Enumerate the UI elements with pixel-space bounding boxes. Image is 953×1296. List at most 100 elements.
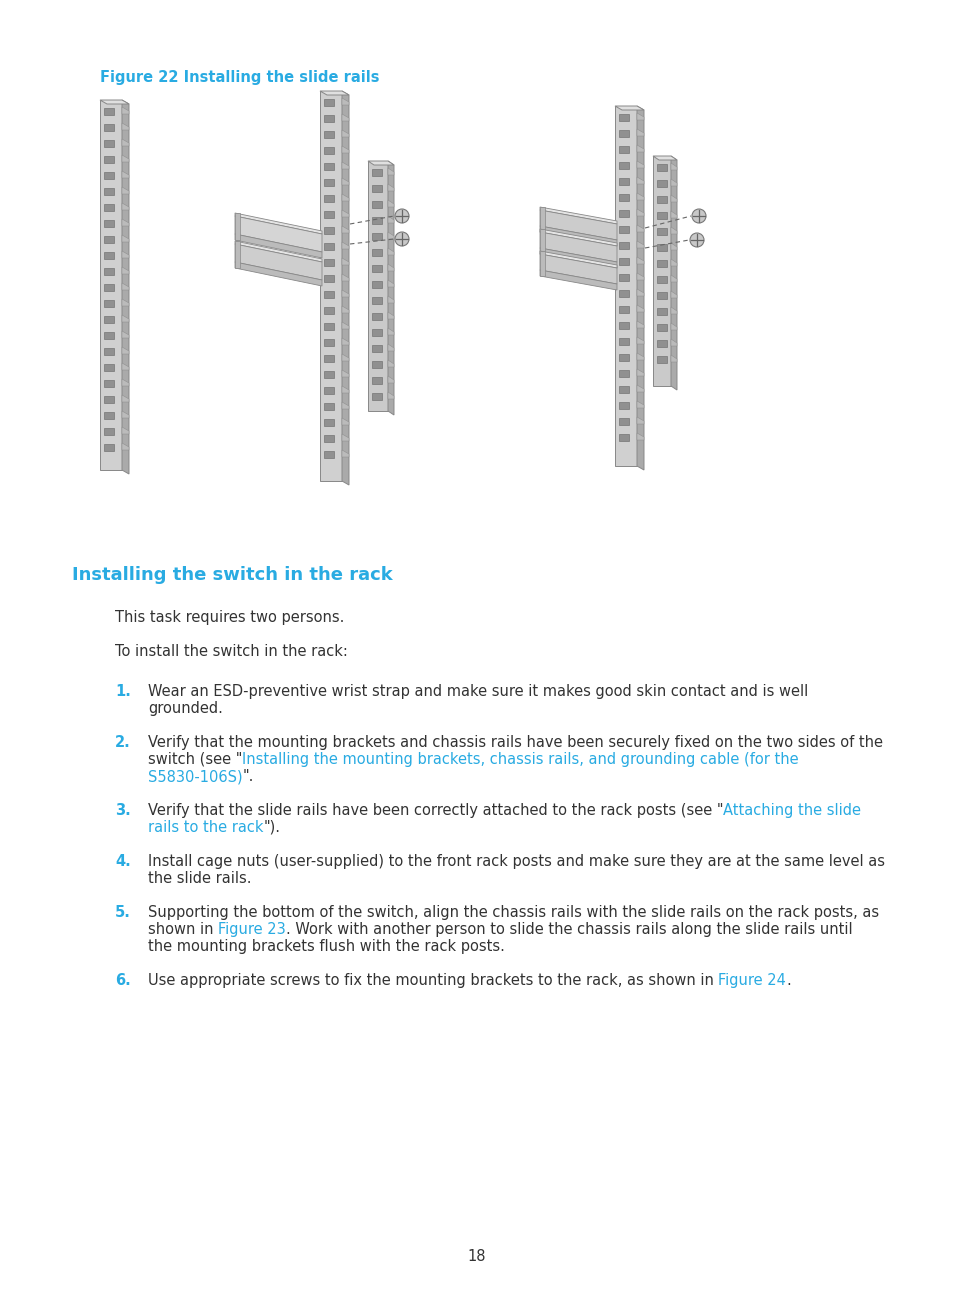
Polygon shape	[657, 340, 666, 347]
Text: Figure 24: Figure 24	[718, 973, 785, 988]
Polygon shape	[637, 353, 643, 360]
Polygon shape	[324, 131, 334, 137]
Polygon shape	[670, 156, 677, 390]
Polygon shape	[324, 451, 334, 457]
Polygon shape	[372, 168, 381, 176]
Text: Attaching the slide: Attaching the slide	[722, 804, 861, 818]
Polygon shape	[372, 377, 381, 384]
Polygon shape	[388, 200, 394, 207]
Polygon shape	[234, 241, 240, 268]
Polygon shape	[341, 226, 349, 233]
Polygon shape	[341, 146, 349, 153]
Polygon shape	[341, 98, 349, 105]
Polygon shape	[122, 187, 129, 194]
Polygon shape	[618, 242, 628, 249]
Polygon shape	[618, 419, 628, 425]
Polygon shape	[657, 276, 666, 283]
Polygon shape	[122, 108, 129, 114]
Polygon shape	[637, 130, 643, 136]
Polygon shape	[637, 305, 643, 312]
Polygon shape	[234, 216, 322, 251]
Polygon shape	[122, 363, 129, 369]
Polygon shape	[618, 354, 628, 362]
Polygon shape	[388, 248, 394, 255]
Polygon shape	[670, 179, 677, 187]
Polygon shape	[652, 156, 677, 159]
Polygon shape	[539, 248, 617, 268]
Polygon shape	[122, 395, 129, 402]
Text: the slide rails.: the slide rails.	[148, 871, 252, 886]
Polygon shape	[104, 445, 113, 451]
Polygon shape	[122, 283, 129, 290]
Polygon shape	[670, 211, 677, 218]
Polygon shape	[539, 229, 544, 254]
Polygon shape	[388, 312, 394, 319]
Polygon shape	[341, 91, 349, 485]
Polygon shape	[388, 328, 394, 334]
Polygon shape	[637, 145, 643, 152]
Text: Install cage nuts (user-supplied) to the front rack posts and make sure they are: Install cage nuts (user-supplied) to the…	[148, 854, 884, 870]
Text: 5.: 5.	[115, 905, 131, 920]
Polygon shape	[324, 275, 334, 283]
Polygon shape	[657, 165, 666, 171]
Polygon shape	[657, 213, 666, 219]
Polygon shape	[670, 244, 677, 250]
Polygon shape	[388, 161, 394, 415]
Polygon shape	[122, 219, 129, 226]
Text: shown in: shown in	[148, 921, 218, 937]
Polygon shape	[388, 264, 394, 271]
Polygon shape	[234, 262, 322, 286]
Polygon shape	[618, 210, 628, 216]
Circle shape	[395, 209, 409, 223]
Text: 6.: 6.	[115, 973, 131, 988]
Polygon shape	[368, 161, 394, 165]
Text: 4.: 4.	[115, 854, 131, 870]
Polygon shape	[341, 258, 349, 264]
Polygon shape	[539, 207, 544, 232]
Polygon shape	[104, 268, 113, 275]
Polygon shape	[657, 244, 666, 251]
Polygon shape	[324, 115, 334, 122]
Polygon shape	[372, 249, 381, 257]
Polygon shape	[637, 257, 643, 264]
Polygon shape	[104, 349, 113, 355]
Polygon shape	[324, 179, 334, 187]
Polygon shape	[637, 193, 643, 200]
Polygon shape	[670, 340, 677, 346]
Polygon shape	[670, 163, 677, 170]
Polygon shape	[234, 213, 240, 240]
Text: Use appropriate screws to fix the mounting brackets to the rack, as shown in: Use appropriate screws to fix the mounti…	[148, 973, 718, 988]
Polygon shape	[324, 388, 334, 394]
Polygon shape	[104, 428, 113, 435]
Polygon shape	[637, 400, 643, 408]
Polygon shape	[234, 213, 322, 235]
Polygon shape	[341, 290, 349, 297]
Text: ").: ").	[263, 820, 280, 835]
Polygon shape	[104, 412, 113, 419]
Polygon shape	[670, 323, 677, 330]
Polygon shape	[618, 162, 628, 168]
Polygon shape	[372, 329, 381, 336]
Polygon shape	[539, 207, 617, 224]
Polygon shape	[388, 280, 394, 286]
Polygon shape	[122, 171, 129, 178]
Polygon shape	[324, 307, 334, 314]
Polygon shape	[104, 364, 113, 371]
Polygon shape	[122, 411, 129, 419]
Polygon shape	[618, 130, 628, 137]
Polygon shape	[104, 203, 113, 211]
Polygon shape	[324, 227, 334, 235]
Polygon shape	[324, 98, 334, 106]
Polygon shape	[670, 227, 677, 235]
Text: This task requires two persons.: This task requires two persons.	[115, 610, 344, 625]
Polygon shape	[637, 178, 643, 184]
Polygon shape	[615, 106, 643, 110]
Polygon shape	[637, 226, 643, 232]
Text: Verify that the mounting brackets and chassis rails have been securely fixed on : Verify that the mounting brackets and ch…	[148, 735, 882, 750]
Polygon shape	[539, 251, 544, 276]
Polygon shape	[122, 347, 129, 354]
Text: Figure 23: Figure 23	[218, 921, 286, 937]
Polygon shape	[104, 332, 113, 340]
Polygon shape	[341, 130, 349, 137]
Polygon shape	[670, 194, 677, 202]
